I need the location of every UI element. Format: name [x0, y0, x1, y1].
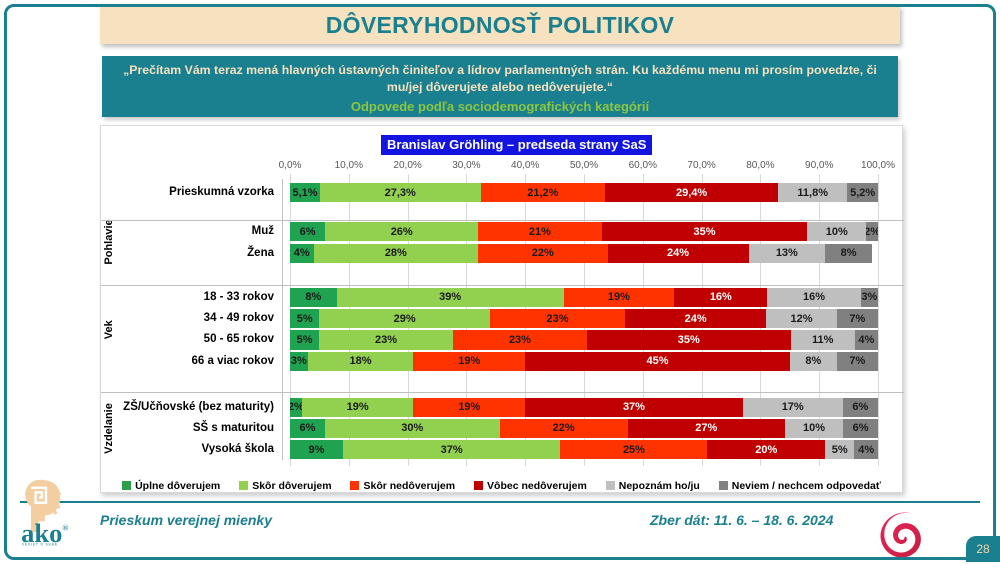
svg-text:ako®: ako® — [21, 518, 68, 546]
svg-text:VEDIEŤ O SEBE: VEDIEŤ O SEBE — [22, 541, 58, 546]
